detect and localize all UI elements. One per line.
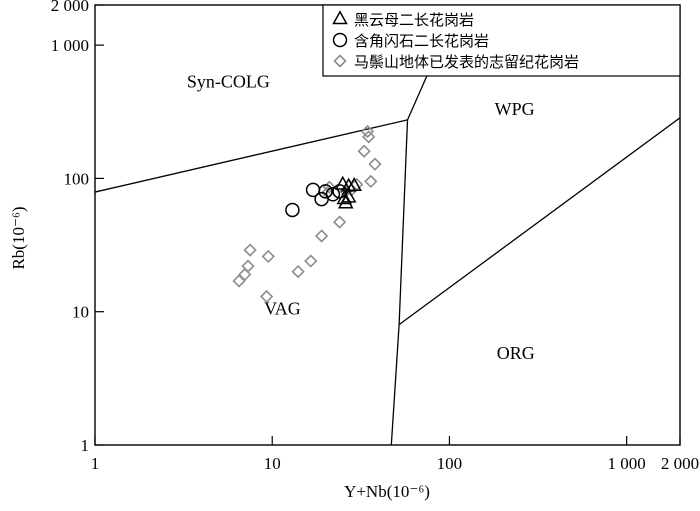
boundary-vag-wpg (398, 119, 409, 325)
field-labels: Syn-COLG WPG VAG ORG (187, 72, 535, 364)
diamond-point (314, 229, 329, 243)
field-label: VAG (264, 299, 301, 319)
y-tick-label: 1 (81, 436, 90, 455)
x-tick-label: 1 (91, 454, 100, 473)
diamond-point (291, 264, 305, 279)
legend-label: 马鬃山地体已发表的志留纪花岗岩 (354, 53, 579, 71)
circle-point (325, 187, 341, 202)
diamond-point (360, 124, 375, 139)
legend-label: 黑云母二长花岗岩 (354, 11, 474, 29)
field-label: Syn-COLG (187, 72, 270, 92)
diamond-point (304, 254, 318, 268)
legend-triangle-icon (332, 10, 348, 25)
boundary-wpg-org (398, 117, 681, 326)
diamond-point (232, 274, 246, 288)
y-tick-label: 2 000 (51, 0, 89, 15)
y-tick-label: 10 (72, 303, 89, 322)
diamond-point (241, 259, 255, 273)
y-axis: 1 10 100 1 000 2 000 (51, 0, 104, 455)
diamond-point (259, 289, 274, 304)
legend-diamond-icon (333, 54, 347, 68)
data-points (232, 124, 382, 304)
y-tick-label: 1 000 (51, 36, 89, 55)
x-tick-label: 1 000 (608, 454, 646, 473)
x-tick-label: 2 000 (661, 454, 699, 473)
diamond-point (261, 249, 275, 264)
circle-point (318, 184, 333, 199)
diamond-point (357, 144, 371, 158)
y-tick-label: 100 (64, 169, 90, 188)
legend-circle-icon (332, 32, 348, 48)
boundary-syn-colg-vag (94, 119, 408, 193)
x-tick-label: 100 (437, 454, 463, 473)
field-label: ORG (497, 343, 535, 363)
diamond-point (243, 243, 257, 257)
diamond-point (364, 174, 378, 189)
x-axis: 1 10 100 1 000 2 000 (91, 436, 699, 473)
diamond-point (362, 130, 376, 144)
x-tick-label: 10 (264, 454, 281, 473)
legend-label: 含角闪石二长花岗岩 (354, 32, 489, 50)
diamond-point (238, 267, 252, 282)
boundary-vag-org (390, 324, 400, 446)
triangle-point (346, 177, 362, 192)
x-axis-title: Y+Nb(10⁻⁶) (344, 482, 430, 501)
legend-box (322, 4, 681, 77)
triangle-point (336, 190, 353, 205)
diamond-point (368, 157, 382, 171)
field-label: WPG (495, 99, 535, 119)
y-axis-title: Rb(10⁻⁶) (9, 206, 28, 269)
circle-point (285, 202, 300, 218)
diamond-point (332, 215, 347, 229)
triangle-point (340, 188, 357, 203)
